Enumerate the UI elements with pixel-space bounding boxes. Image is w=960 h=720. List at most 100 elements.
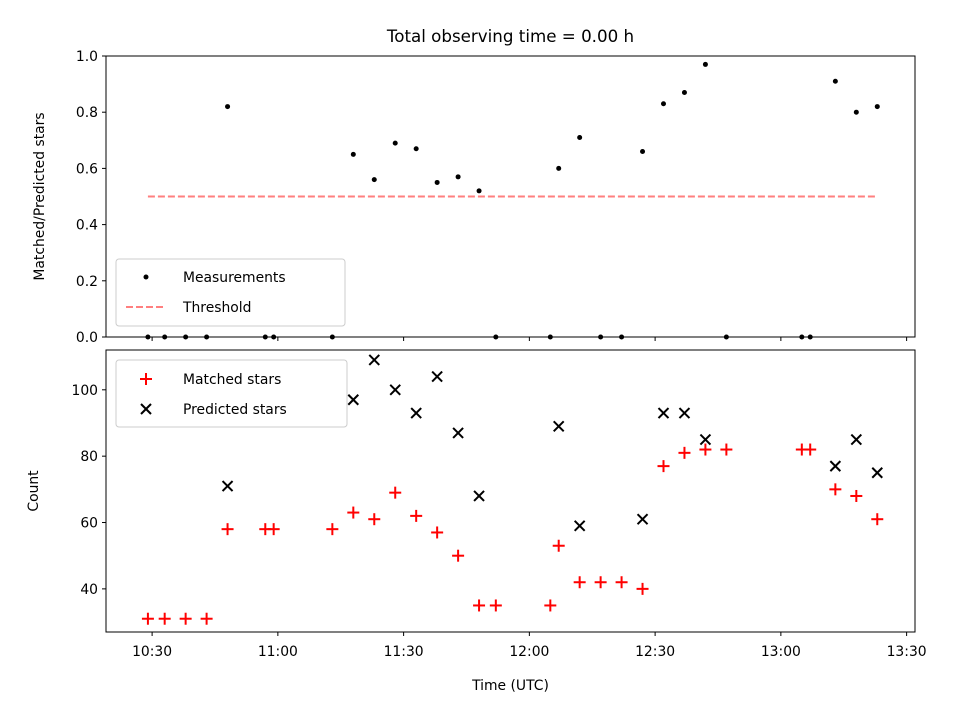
matched-star-point [267, 523, 280, 536]
bottom-y-tick-label: 80 [80, 449, 98, 465]
predicted-star-point [368, 354, 380, 366]
measurement-point [874, 104, 880, 110]
measurement-point [556, 165, 562, 171]
top-legend: Measurements Threshold [115, 258, 346, 327]
predicted-star-stroke-b [473, 490, 485, 502]
matched-star-point [200, 612, 213, 625]
predicted-star-stroke-b [221, 480, 234, 492]
matched-star-point [326, 523, 339, 536]
predicted-star-stroke-b [368, 354, 380, 366]
predicted-star-point [221, 480, 234, 492]
top-ticks: 0.0 0.2 0.4 0.6 0.8 1.0 [76, 49, 908, 346]
bottom-axes-frame [105, 349, 916, 633]
predicted-star-point [473, 490, 485, 502]
predicted-star-stroke-b [410, 407, 422, 419]
top-legend-box [115, 258, 346, 327]
measurement-point [455, 174, 461, 180]
bottom-y-tick-label: 100 [71, 383, 98, 399]
matched-star-point [699, 443, 712, 456]
matched-star-point [368, 513, 381, 526]
top-panel: 0.0 0.2 0.4 0.6 0.8 1.0 Matched/Predicted sta… [32, 49, 916, 346]
chart-title: Total observing time = 0.00 h [386, 26, 634, 46]
matched-star-point [594, 576, 607, 589]
predicted-star-point [829, 460, 842, 472]
predicted-star-point [452, 427, 464, 439]
predicted-star-stroke-b [431, 370, 443, 383]
legend-predicted-label: Predicted stars [183, 402, 287, 418]
predicted-star-point [389, 384, 401, 396]
predicted-star-point [699, 433, 712, 446]
matched-star-point [804, 443, 817, 456]
matched-star-point [389, 486, 402, 499]
predicted-star-point [678, 407, 691, 419]
predicted-star-stroke-b [636, 513, 649, 525]
matched-star-point [158, 612, 171, 625]
measurement-point [640, 149, 646, 155]
predicted-star-point [850, 433, 863, 446]
matched-star-point [410, 509, 423, 522]
predicted-star-point [871, 467, 883, 479]
predicted-star-stroke-b [829, 460, 842, 472]
matched-star-point [221, 523, 234, 536]
top-y-tick-label: 0.0 [76, 330, 98, 346]
matched-star-point [615, 576, 628, 589]
bottom-x-tick-label: 12:30 [635, 644, 675, 660]
matched-star-point [678, 446, 691, 459]
predicted-star-point [410, 407, 422, 419]
predicted-star-stroke-b [573, 520, 586, 532]
matched-star-point [720, 443, 733, 456]
predicted-star-stroke-b [452, 427, 464, 439]
legend-predicted-marker [140, 403, 152, 415]
predicted-star-stroke-b [389, 384, 401, 396]
bottom-legend: Matched stars Predicted stars [115, 359, 348, 428]
matched-star-point [473, 599, 486, 612]
matched-star-point [573, 576, 586, 589]
top-y-tick-label: 0.6 [76, 161, 98, 177]
matched-star-point [141, 612, 154, 625]
matched-star-point [452, 549, 465, 562]
measurement-point [681, 90, 687, 96]
bottom-y-tick-label: 60 [80, 516, 98, 532]
matched-star-point [179, 612, 192, 625]
predicted-star-point [573, 520, 586, 532]
predicted-star-stroke-b [552, 420, 565, 433]
measurement-point [832, 78, 838, 84]
bottom-marks [141, 354, 884, 625]
matched-star-point [850, 489, 863, 502]
predicted-star-stroke-b [699, 433, 712, 446]
legend-measurements-marker [143, 274, 149, 280]
matched-star-point [544, 599, 557, 612]
measurement-point [371, 177, 377, 183]
measurement-point [476, 188, 482, 194]
bottom-x-tick-label: 11:30 [384, 644, 424, 660]
predicted-star-point [657, 407, 670, 419]
matched-star-point [829, 483, 842, 496]
predicted-star-point [431, 370, 443, 383]
matched-star-point [657, 460, 670, 473]
matched-star-point [431, 526, 444, 539]
matched-star-point [552, 539, 565, 552]
bottom-x-tick-label: 12:00 [509, 644, 549, 660]
bottom-panel: 10:30 11:00 11:30 12:00 12:30 13:00 13:30 40 60 8… [26, 349, 927, 694]
legend-threshold-label: Threshold [182, 300, 251, 316]
top-y-tick-label: 0.2 [76, 274, 98, 290]
measurement-point [392, 140, 398, 146]
predicted-star-stroke-b [850, 433, 863, 446]
bottom-x-tick-label: 11:00 [258, 644, 298, 660]
bottom-legend-box [115, 359, 348, 428]
top-axes-frame [105, 55, 916, 338]
measurement-point [577, 134, 583, 140]
predicted-star-stroke-b [871, 467, 883, 479]
predicted-star-point [552, 420, 565, 433]
top-y-tick-label: 0.4 [76, 218, 98, 234]
matched-star-point [636, 582, 649, 595]
bottom-x-axis-title: Time (UTC) [471, 678, 549, 694]
bottom-x-tick-label: 13:30 [887, 644, 927, 660]
bottom-x-tick-label: 10:30 [132, 644, 172, 660]
legend-matched-label: Matched stars [183, 372, 281, 388]
measurement-point [853, 109, 859, 115]
measurement-point [434, 179, 440, 185]
top-y-tick-label: 1.0 [76, 49, 98, 65]
predicted-star-stroke-b [347, 394, 360, 406]
